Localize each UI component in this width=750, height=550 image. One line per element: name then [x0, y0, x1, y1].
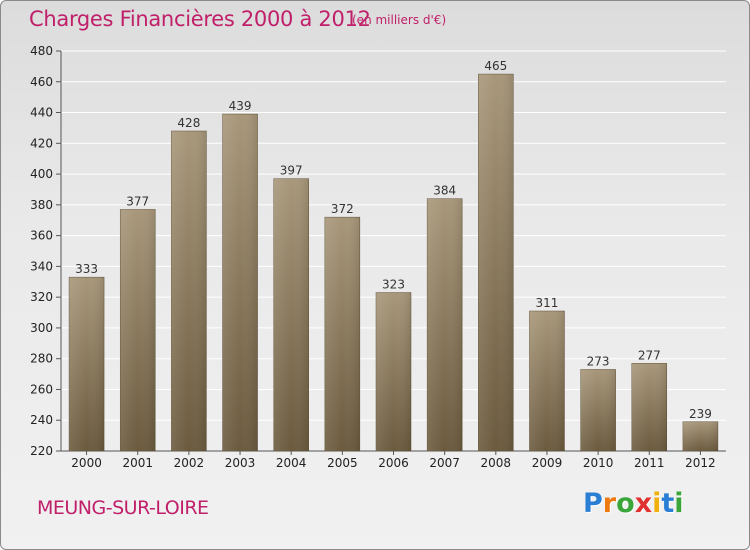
- chart-title: Charges Financières 2000 à 2012: [29, 7, 371, 31]
- logo-letter: i: [652, 488, 662, 519]
- x-tick-label: 2007: [429, 456, 460, 470]
- x-tick-label: 2010: [583, 456, 614, 470]
- data-label: 428: [177, 116, 200, 130]
- logo-letter: t: [661, 488, 675, 519]
- data-label: 372: [331, 202, 354, 216]
- bar-shading: [69, 277, 105, 451]
- y-tick-label: 300: [30, 321, 53, 335]
- bar-shading: [478, 74, 514, 452]
- x-tick-label: 2002: [174, 456, 205, 470]
- x-tick-label: 2005: [327, 456, 358, 470]
- x-tick-label: 2008: [481, 456, 512, 470]
- x-tick-label: 2012: [685, 456, 716, 470]
- x-tick-label: 2009: [532, 456, 563, 470]
- data-label: 273: [587, 354, 610, 368]
- data-label: 384: [433, 184, 456, 198]
- chart-subtitle: (en milliers d'€): [352, 13, 447, 27]
- bar-shading: [529, 311, 565, 451]
- y-tick-label: 280: [30, 352, 53, 366]
- logo-letter: i: [674, 488, 684, 519]
- bar-shading: [171, 131, 207, 451]
- bar-shading: [324, 217, 360, 451]
- data-label: 439: [229, 99, 252, 113]
- data-label: 311: [536, 296, 559, 310]
- x-tick-label: 2006: [378, 456, 409, 470]
- data-label: 465: [484, 59, 507, 73]
- bar-shading: [580, 369, 616, 451]
- y-tick-label: 400: [30, 167, 53, 181]
- data-label: 277: [638, 348, 661, 362]
- x-tick-label: 2001: [122, 456, 153, 470]
- y-tick-label: 260: [30, 382, 53, 396]
- bar-shading: [376, 292, 411, 451]
- x-tick-label: 2011: [634, 456, 665, 470]
- x-tick-label: 2003: [225, 456, 256, 470]
- y-tick-label: 460: [30, 75, 53, 89]
- proxiti-logo[interactable]: Proxiti: [583, 488, 684, 519]
- bar-shading: [427, 198, 463, 451]
- y-tick-label: 440: [30, 106, 53, 120]
- y-tick-label: 380: [30, 198, 53, 212]
- y-tick-label: 340: [30, 259, 53, 273]
- y-tick-label: 360: [30, 229, 53, 243]
- y-tick-label: 320: [30, 290, 53, 304]
- logo-letter: x: [634, 488, 653, 519]
- data-label: 377: [126, 194, 149, 208]
- y-tick-label: 240: [30, 413, 53, 427]
- logo-letter: o: [616, 488, 635, 519]
- data-label: 397: [280, 164, 303, 178]
- city-name: MEUNG-SUR-LOIRE: [37, 497, 209, 519]
- x-tick-label: 2000: [71, 456, 102, 470]
- bar-shading: [631, 363, 667, 451]
- bar-shading: [273, 178, 309, 451]
- bar-shading: [120, 209, 156, 451]
- logo-letter: P: [583, 488, 603, 519]
- x-tick-label: 2004: [276, 456, 307, 470]
- data-label: 323: [382, 278, 405, 292]
- y-tick-label: 220: [30, 444, 53, 458]
- bar-shading: [222, 114, 258, 452]
- y-tick-label: 480: [30, 44, 53, 58]
- y-tick-label: 420: [30, 136, 53, 150]
- data-label: 239: [689, 407, 712, 421]
- logo-letter: r: [602, 488, 617, 519]
- bar-shading: [682, 421, 718, 451]
- data-label: 333: [75, 262, 98, 276]
